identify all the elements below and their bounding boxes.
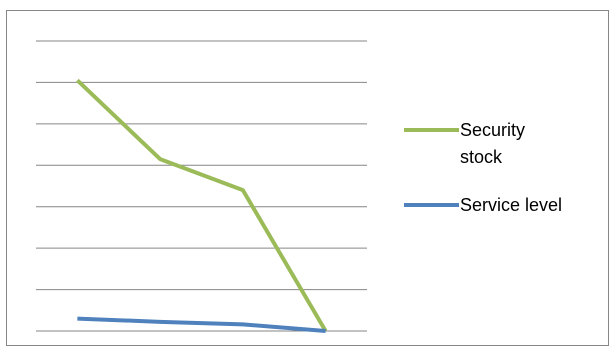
series-line-2 [77, 316, 326, 333]
gridlines [36, 40, 367, 332]
legend-label: stock [460, 147, 503, 167]
series-lines [75, 78, 328, 333]
legend-label: Security [460, 120, 525, 140]
legend-entry: Service level [404, 195, 562, 215]
legend: Security stock Service level [404, 120, 562, 215]
legend-entry: Security stock [404, 120, 525, 167]
series-line-1 [75, 78, 328, 333]
legend-label: Service level [460, 195, 562, 215]
